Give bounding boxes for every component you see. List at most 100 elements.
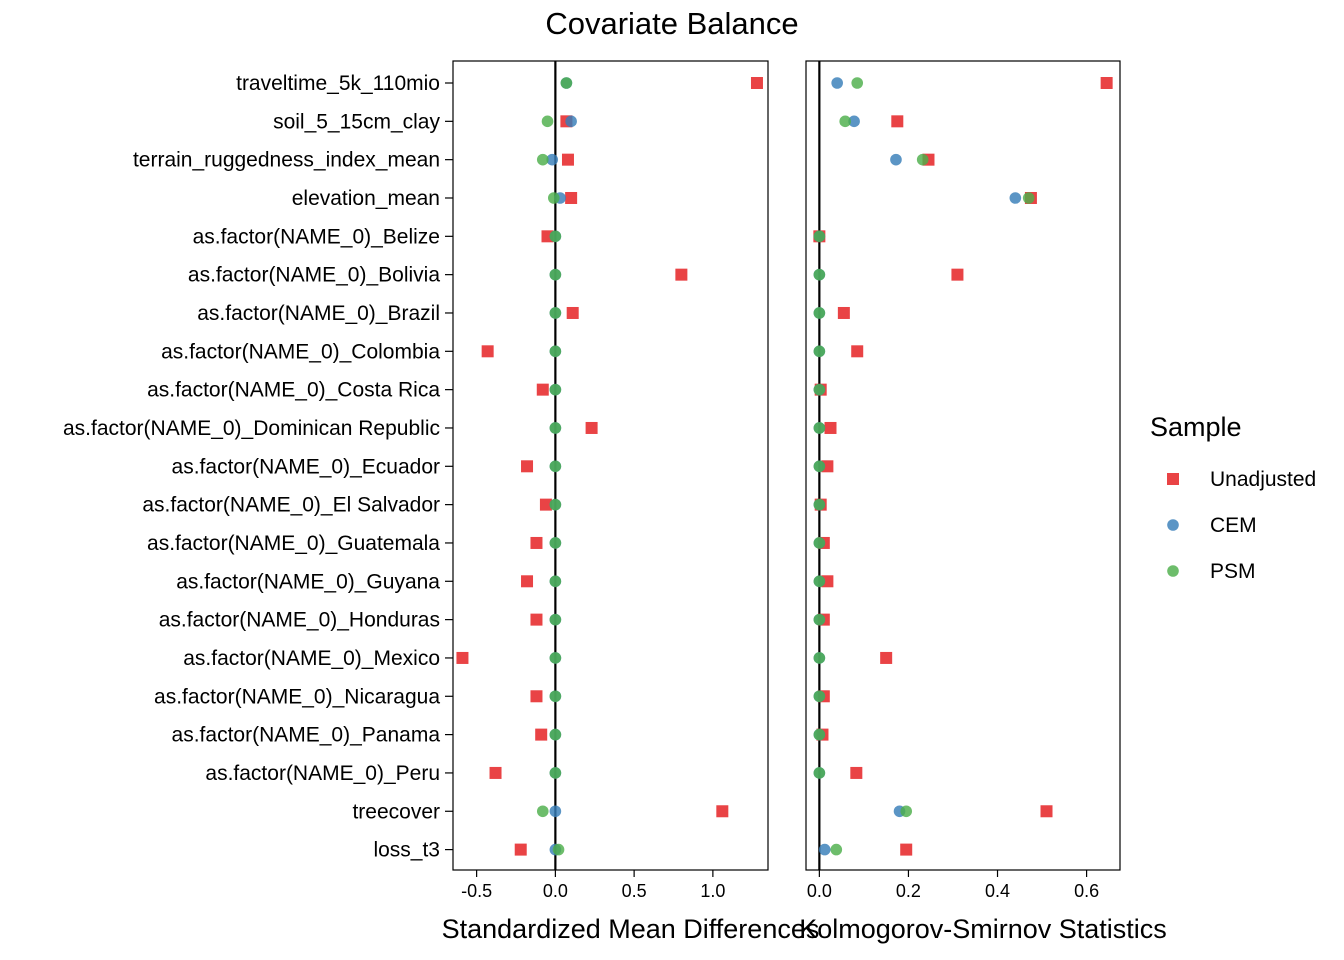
point-psm-as-factor-name-0-dominican-republic bbox=[813, 422, 826, 434]
point-psm-as-factor-name-0-guyana bbox=[813, 575, 826, 588]
point-unadjusted-as-factor-name-0-costa-rica bbox=[536, 383, 549, 396]
chart-title: Covariate Balance bbox=[545, 6, 798, 41]
x-tick-label: 1.0 bbox=[700, 881, 725, 901]
legend-key-psm bbox=[1167, 565, 1179, 577]
point-unadjusted-as-factor-name-0-panama bbox=[535, 728, 548, 741]
point-psm-terrain-ruggedness-index-mean bbox=[536, 153, 549, 166]
point-cem-traveltime-5k-110mio bbox=[831, 77, 843, 89]
point-psm-as-factor-name-0-el-salvador bbox=[549, 498, 562, 511]
point-unadjusted-loss-t3 bbox=[514, 843, 527, 856]
y-tick-label-as-factor-name-0-peru: as.factor(NAME_0)_Peru bbox=[205, 762, 440, 785]
y-tick-label-as-factor-name-0-costa-rica: as.factor(NAME_0)_Costa Rica bbox=[147, 379, 440, 402]
point-psm-elevation-mean bbox=[548, 192, 560, 204]
point-psm-as-factor-name-0-bolivia bbox=[549, 268, 562, 281]
x-tick-label: 0.5 bbox=[622, 881, 647, 901]
point-unadjusted-as-factor-name-0-el-salvador bbox=[539, 498, 552, 511]
x-tick-label: 0.4 bbox=[985, 881, 1010, 901]
y-tick-label-as-factor-name-0-colombia: as.factor(NAME_0)_Colombia bbox=[161, 340, 440, 363]
legend-key-cem bbox=[1167, 519, 1179, 531]
point-unadjusted-as-factor-name-0-brazil bbox=[837, 306, 850, 319]
point-psm-loss-t3 bbox=[552, 843, 565, 856]
point-psm-as-factor-name-0-colombia bbox=[549, 345, 562, 358]
point-psm-traveltime-5k-110mio bbox=[560, 77, 573, 89]
y-tick-label-treecover: treecover bbox=[352, 800, 440, 823]
point-unadjusted-traveltime-5k-110mio bbox=[1100, 77, 1113, 89]
point-unadjusted-as-factor-name-0-brazil bbox=[566, 306, 579, 319]
point-unadjusted-as-factor-name-0-peru bbox=[850, 766, 863, 779]
y-tick-label-as-factor-name-0-guyana: as.factor(NAME_0)_Guyana bbox=[176, 570, 440, 593]
point-unadjusted-as-factor-name-0-colombia bbox=[481, 345, 494, 358]
point-unadjusted-as-factor-name-0-colombia bbox=[851, 345, 864, 358]
point-psm-treecover bbox=[536, 805, 549, 818]
point-unadjusted-treecover bbox=[1040, 805, 1053, 818]
y-tick-label-as-factor-name-0-mexico: as.factor(NAME_0)_Mexico bbox=[183, 647, 440, 670]
x-axis-label: Standardized Mean Differences bbox=[442, 914, 820, 944]
x-tick-label: 0.0 bbox=[543, 881, 568, 901]
point-cem-terrain-ruggedness-index-mean bbox=[890, 153, 902, 166]
point-unadjusted-elevation-mean bbox=[565, 191, 578, 204]
point-cem-terrain-ruggedness-index-mean bbox=[546, 153, 559, 166]
point-psm-elevation-mean bbox=[1022, 192, 1035, 204]
legend-title: Sample bbox=[1150, 412, 1242, 442]
point-unadjusted-traveltime-5k-110mio bbox=[750, 77, 763, 89]
x-tick-label: -0.5 bbox=[461, 881, 492, 901]
panel-smd: -0.5 0.0 0.5 1.0 Standardized Mean Differenc… bbox=[442, 60, 820, 944]
y-tick-label-traveltime-5k-110mio: traveltime_5k_110mio bbox=[236, 72, 440, 95]
point-cem-treecover bbox=[549, 805, 562, 818]
point-psm-soil-5-15cm-clay bbox=[839, 115, 851, 128]
y-tick-label-as-factor-name-0-guatemala: as.factor(NAME_0)_Guatemala bbox=[147, 532, 440, 555]
point-psm-as-factor-name-0-belize bbox=[813, 230, 826, 243]
y-tick-label-soil-5-15cm-clay: soil_5_15cm_clay bbox=[273, 110, 440, 133]
x-tick-label: 0.6 bbox=[1074, 881, 1099, 901]
point-cem-soil-5-15cm-clay bbox=[565, 115, 577, 128]
y-tick-label-as-factor-name-0-panama: as.factor(NAME_0)_Panama bbox=[172, 724, 441, 747]
point-psm-as-factor-name-0-el-salvador bbox=[813, 498, 826, 511]
point-psm-as-factor-name-0-honduras bbox=[549, 613, 562, 626]
point-psm-as-factor-name-0-nicaragua bbox=[813, 690, 826, 703]
point-unadjusted-as-factor-name-0-mexico bbox=[880, 651, 893, 664]
point-unadjusted-soil-5-15cm-clay bbox=[891, 115, 904, 128]
point-psm-as-factor-name-0-belize bbox=[549, 230, 562, 243]
point-psm-traveltime-5k-110mio bbox=[851, 77, 864, 89]
point-unadjusted-as-factor-name-0-dominican-republic bbox=[585, 421, 598, 434]
y-tick-label-terrain-ruggedness-index-mean: terrain_ruggedness_index_mean bbox=[133, 149, 440, 172]
point-psm-as-factor-name-0-guyana bbox=[549, 575, 562, 588]
point-unadjusted-as-factor-name-0-nicaragua bbox=[530, 690, 543, 703]
point-psm-as-factor-name-0-brazil bbox=[813, 307, 826, 319]
point-unadjusted-treecover bbox=[716, 805, 729, 818]
point-psm-as-factor-name-0-bolivia bbox=[813, 268, 826, 281]
y-tick-label-elevation-mean: elevation_mean bbox=[292, 187, 440, 210]
y-tick-label-loss-t3: loss_t3 bbox=[373, 839, 440, 862]
point-unadjusted-as-factor-name-0-guyana bbox=[821, 575, 834, 588]
point-psm-as-factor-name-0-colombia bbox=[813, 345, 826, 358]
point-psm-as-factor-name-0-honduras bbox=[813, 613, 826, 626]
point-psm-as-factor-name-0-ecuador bbox=[813, 460, 826, 473]
legend-label-unadjusted: Unadjusted bbox=[1210, 468, 1316, 491]
point-unadjusted-as-factor-name-0-ecuador bbox=[821, 460, 834, 473]
point-psm-as-factor-name-0-mexico bbox=[813, 652, 826, 664]
legend-key-unadjusted bbox=[1167, 473, 1179, 485]
point-unadjusted-as-factor-name-0-guyana bbox=[521, 575, 534, 588]
point-cem-elevation-mean bbox=[1009, 192, 1022, 204]
point-cem-loss-t3 bbox=[818, 843, 831, 856]
y-tick-label-as-factor-name-0-honduras: as.factor(NAME_0)_Honduras bbox=[159, 609, 440, 632]
point-psm-terrain-ruggedness-index-mean bbox=[916, 153, 929, 166]
y-tick-label-as-factor-name-0-nicaragua: as.factor(NAME_0)_Nicaragua bbox=[154, 685, 440, 708]
point-unadjusted-as-factor-name-0-peru bbox=[489, 766, 502, 779]
point-psm-as-factor-name-0-guatemala bbox=[549, 537, 562, 549]
point-unadjusted-terrain-ruggedness-index-mean bbox=[561, 153, 574, 166]
x-axis-label: Kolmogorov-Smirnov Statistics bbox=[799, 914, 1167, 944]
point-unadjusted-as-factor-name-0-ecuador bbox=[521, 460, 534, 473]
point-psm-as-factor-name-0-nicaragua bbox=[549, 690, 562, 703]
point-psm-as-factor-name-0-costa-rica bbox=[813, 383, 826, 396]
point-psm-as-factor-name-0-dominican-republic bbox=[549, 422, 562, 434]
x-tick-label: 0.0 bbox=[807, 881, 832, 901]
point-psm-as-factor-name-0-panama bbox=[813, 728, 826, 741]
point-unadjusted-loss-t3 bbox=[900, 843, 913, 856]
point-unadjusted-as-factor-name-0-bolivia bbox=[951, 268, 964, 281]
legend: Sample Unadjusted CEM PSM bbox=[1150, 412, 1316, 583]
y-axis-labels: traveltime_5k_110mio soil_5_15cm_clayterr… bbox=[63, 72, 453, 862]
y-tick-label-as-factor-name-0-el-salvador: as.factor(NAME_0)_El Salvador bbox=[142, 494, 440, 517]
legend-label-psm: PSM bbox=[1210, 560, 1256, 583]
